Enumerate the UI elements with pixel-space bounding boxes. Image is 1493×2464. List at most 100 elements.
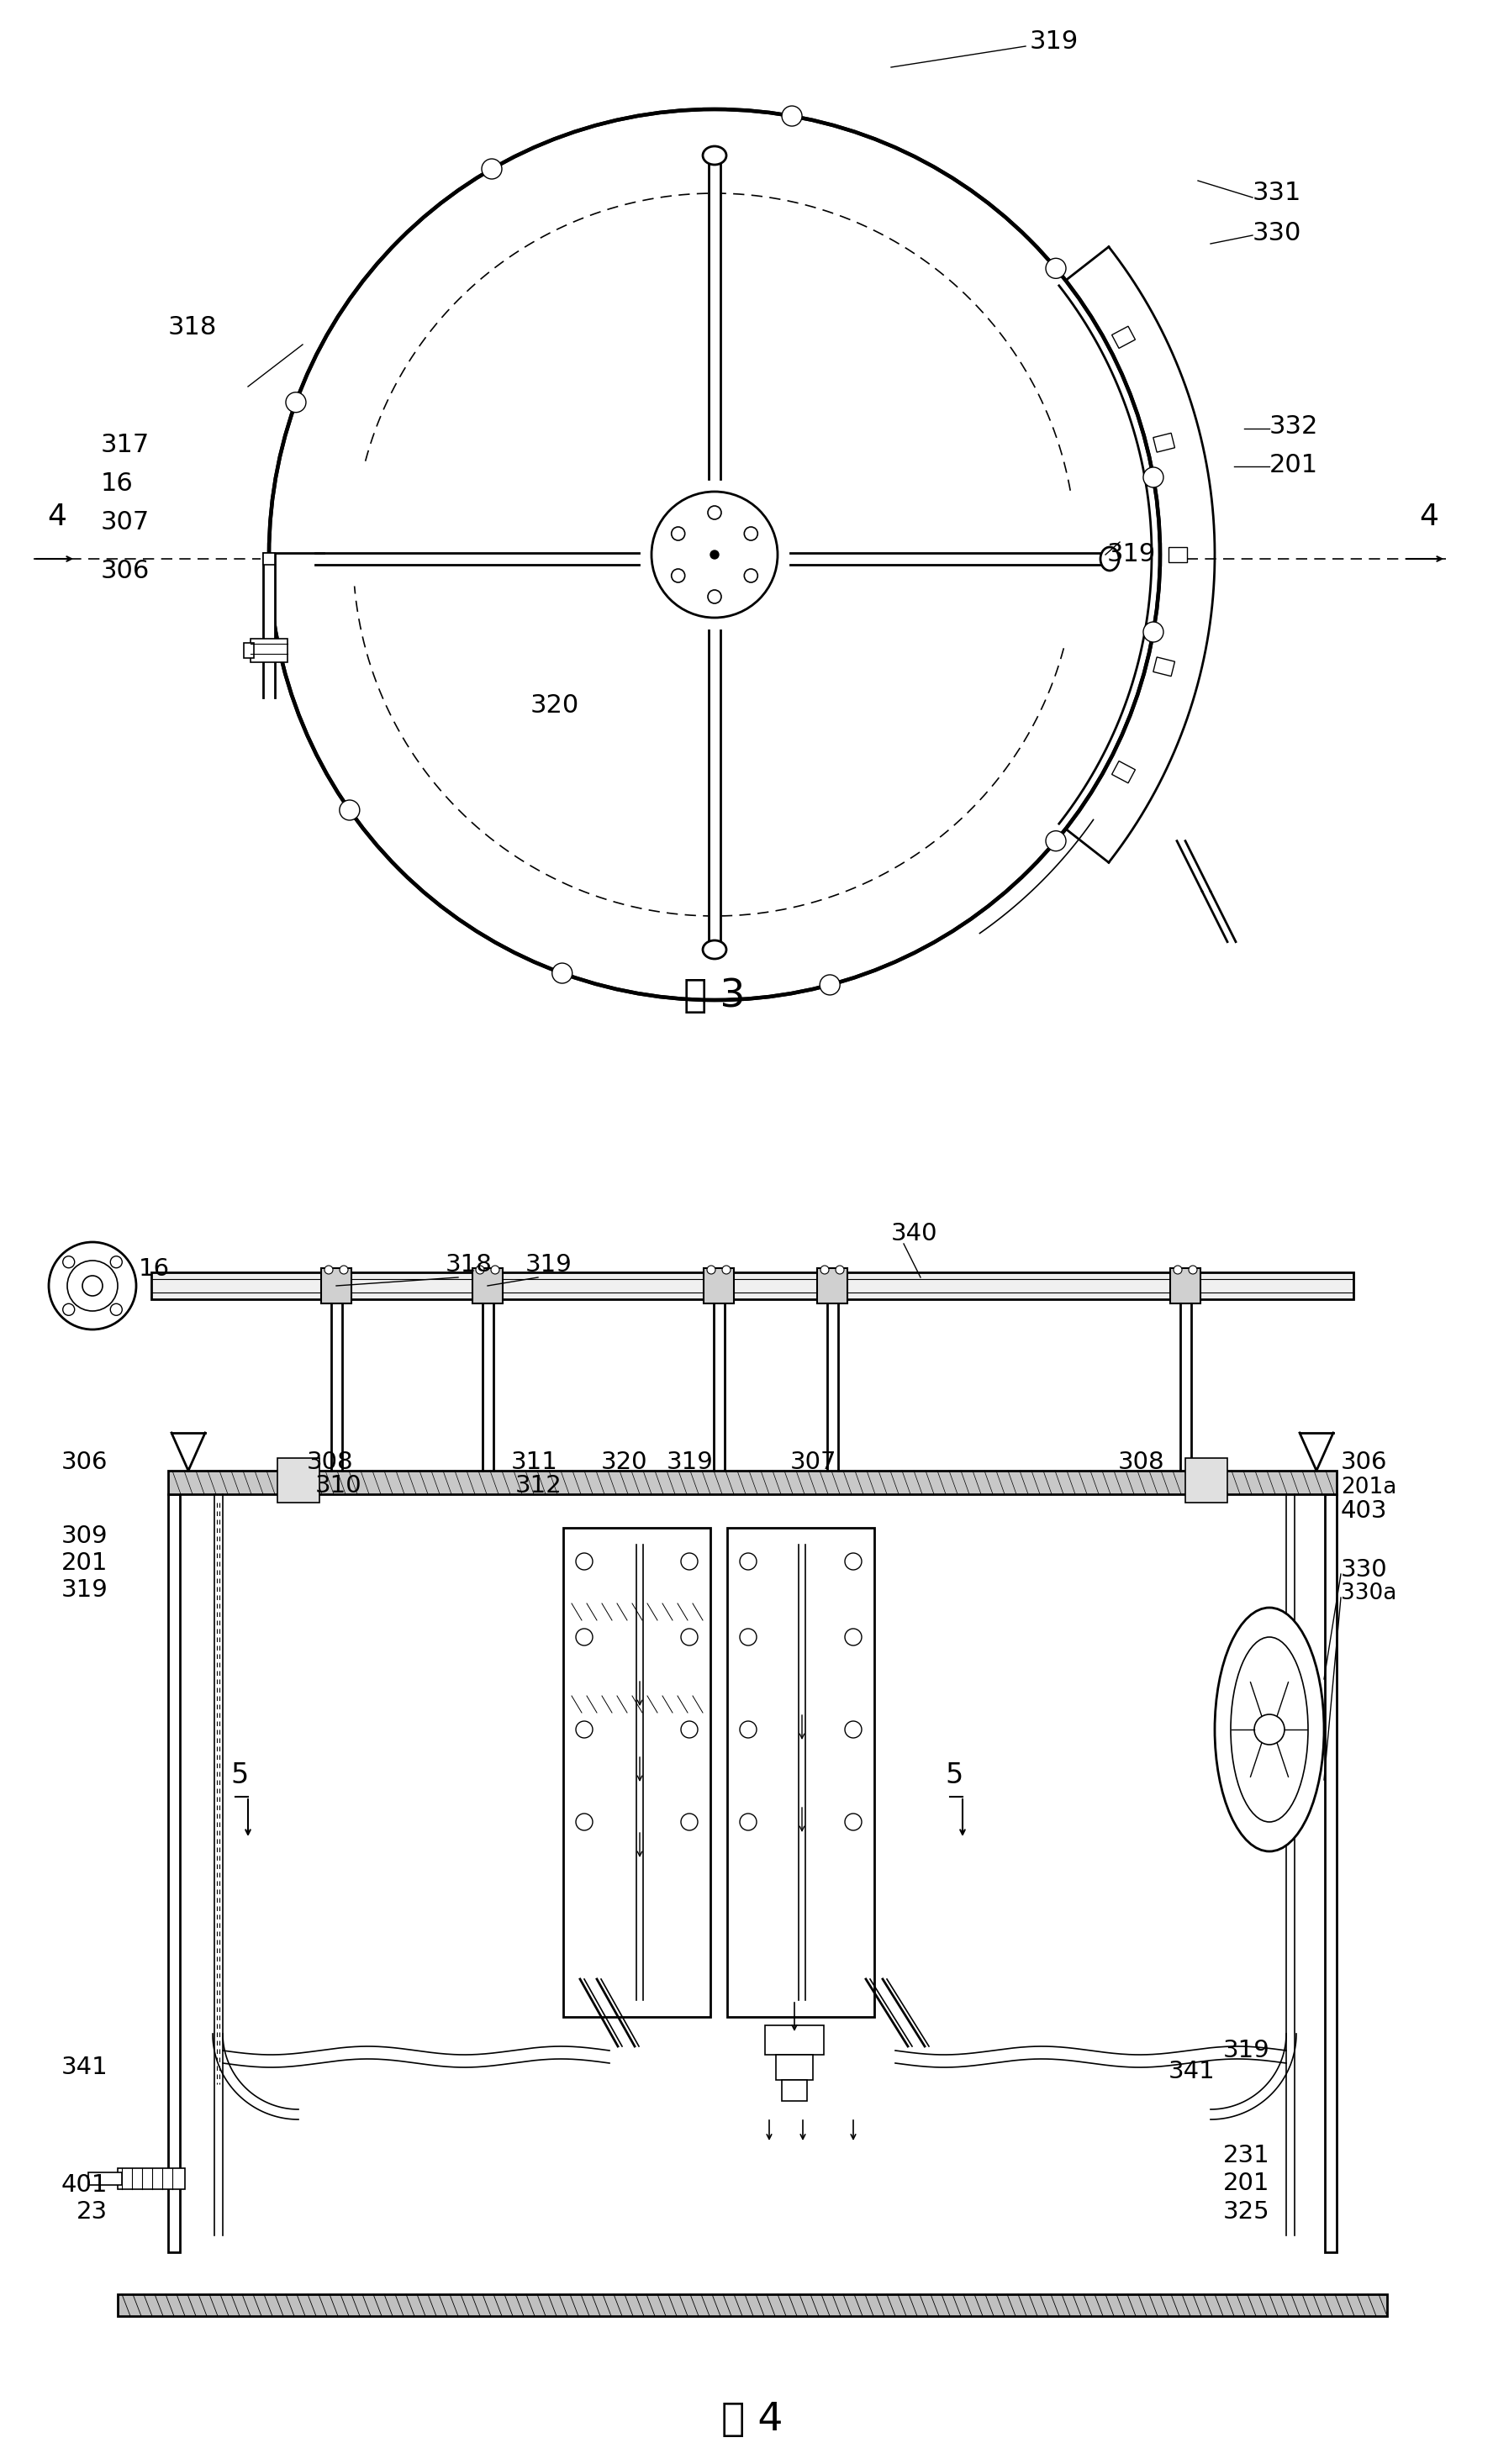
Circle shape <box>672 569 685 582</box>
Text: 330: 330 <box>1341 1557 1387 1582</box>
Text: 5: 5 <box>945 1762 963 1789</box>
Circle shape <box>681 1814 697 1831</box>
Circle shape <box>576 1720 593 1737</box>
Text: 图 4: 图 4 <box>721 2402 784 2439</box>
Text: 201: 201 <box>1269 453 1318 478</box>
Ellipse shape <box>703 145 726 165</box>
Circle shape <box>1254 1715 1284 1745</box>
Text: 16: 16 <box>102 471 133 495</box>
Text: 319: 319 <box>667 1451 714 1473</box>
Circle shape <box>723 1266 730 1274</box>
Text: 340: 340 <box>891 1222 938 1244</box>
Text: 306: 306 <box>1341 1451 1387 1473</box>
Circle shape <box>681 1552 697 1570</box>
Polygon shape <box>1112 325 1135 347</box>
Circle shape <box>845 1629 861 1646</box>
Text: 318: 318 <box>169 315 216 340</box>
Text: 319: 319 <box>526 1254 572 1276</box>
Text: 309: 309 <box>61 1525 107 1547</box>
Circle shape <box>324 1266 333 1274</box>
Bar <box>727 1528 875 2018</box>
Circle shape <box>476 1266 484 1274</box>
Circle shape <box>491 1266 499 1274</box>
Bar <box>151 1271 1354 1299</box>
Polygon shape <box>1169 547 1187 562</box>
Bar <box>169 1493 179 2252</box>
Circle shape <box>576 1814 593 1831</box>
Bar <box>1185 1459 1227 1503</box>
Circle shape <box>339 801 360 821</box>
Bar <box>169 1471 1336 1493</box>
Text: 307: 307 <box>790 1451 838 1473</box>
Text: 320: 320 <box>530 695 579 717</box>
Text: 319: 319 <box>1223 2038 1271 2062</box>
Circle shape <box>576 1552 593 1570</box>
Text: 4: 4 <box>48 503 67 532</box>
Text: 330: 330 <box>1253 222 1302 246</box>
Bar <box>1324 1493 1336 2252</box>
Text: 231: 231 <box>1223 2144 1271 2168</box>
Bar <box>776 2055 812 2080</box>
Text: 308: 308 <box>308 1451 354 1473</box>
Polygon shape <box>1153 658 1175 675</box>
Circle shape <box>49 1242 136 1331</box>
Circle shape <box>845 1814 861 1831</box>
Bar <box>1171 1269 1200 1303</box>
Ellipse shape <box>1230 1636 1308 1821</box>
Circle shape <box>285 392 306 411</box>
Text: 201: 201 <box>61 1552 107 1574</box>
Text: 401: 401 <box>61 2173 107 2198</box>
Bar <box>251 638 288 663</box>
Circle shape <box>672 527 685 540</box>
Text: 341: 341 <box>1169 2060 1215 2082</box>
Circle shape <box>836 1266 844 1274</box>
Bar <box>817 1269 848 1303</box>
Bar <box>118 2294 1387 2316</box>
Circle shape <box>744 569 757 582</box>
Circle shape <box>739 1720 757 1737</box>
Circle shape <box>744 527 757 540</box>
Circle shape <box>708 589 721 604</box>
Circle shape <box>820 976 841 995</box>
Bar <box>263 552 275 564</box>
Circle shape <box>681 1629 697 1646</box>
Text: 325: 325 <box>1223 2200 1271 2223</box>
Circle shape <box>63 1257 75 1269</box>
Text: 307: 307 <box>102 510 149 535</box>
Text: 图 3: 图 3 <box>684 976 745 1015</box>
Text: 331: 331 <box>1253 180 1302 205</box>
Bar <box>472 1269 503 1303</box>
Circle shape <box>339 1266 348 1274</box>
Text: 317: 317 <box>102 434 149 458</box>
Text: 306: 306 <box>102 559 149 584</box>
Text: 312: 312 <box>515 1473 563 1498</box>
Circle shape <box>845 1720 861 1737</box>
Bar <box>118 2168 185 2188</box>
Circle shape <box>782 106 802 126</box>
Text: 330a: 330a <box>1341 1582 1396 1604</box>
Bar <box>764 2025 824 2055</box>
Bar <box>709 493 721 618</box>
Text: 403: 403 <box>1341 1498 1387 1523</box>
Bar <box>703 1269 735 1303</box>
Text: 201a: 201a <box>1341 1476 1396 1498</box>
Circle shape <box>708 505 721 520</box>
Bar <box>782 2080 808 2102</box>
Text: 320: 320 <box>602 1451 648 1473</box>
Text: 201: 201 <box>1223 2171 1271 2195</box>
Circle shape <box>1173 1266 1182 1274</box>
Text: 5: 5 <box>230 1762 248 1789</box>
Circle shape <box>1045 830 1066 850</box>
Text: 319: 319 <box>1108 542 1156 567</box>
Text: 16: 16 <box>139 1257 170 1281</box>
Text: 318: 318 <box>445 1254 493 1276</box>
Polygon shape <box>1153 434 1175 453</box>
Circle shape <box>482 158 502 180</box>
Circle shape <box>82 1276 103 1296</box>
Ellipse shape <box>1100 547 1118 572</box>
Text: 4: 4 <box>1420 503 1439 532</box>
Bar <box>88 2173 122 2186</box>
Bar <box>278 1459 320 1503</box>
Circle shape <box>708 1266 715 1274</box>
Bar <box>243 643 254 658</box>
